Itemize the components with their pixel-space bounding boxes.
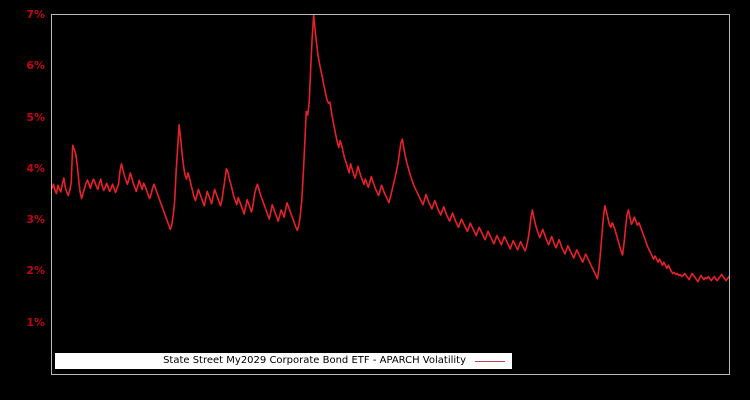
y-axis-tick-label: 5%: [26, 110, 45, 124]
y-axis-tick-label: 6%: [26, 59, 45, 73]
aparch-volatility-line: [52, 15, 729, 283]
y-axis-tick-label: 4%: [26, 161, 45, 175]
y-axis-tick-label: 2%: [26, 264, 45, 278]
legend-line-sample-icon: [475, 360, 505, 362]
y-axis-tick-label: 3%: [26, 213, 45, 227]
chart-legend: State Street My2029 Corporate Bond ETF -…: [55, 353, 512, 369]
legend-series-label: State Street My2029 Corporate Bond ETF -…: [163, 355, 466, 366]
y-axis-tick-labels: 1% 2% 3% 4% 5% 6% 7%: [0, 0, 45, 400]
series-line-plot: [52, 15, 729, 283]
y-axis-tick-label: 1%: [26, 315, 45, 329]
y-axis-tick-label: 7%: [26, 8, 45, 21]
